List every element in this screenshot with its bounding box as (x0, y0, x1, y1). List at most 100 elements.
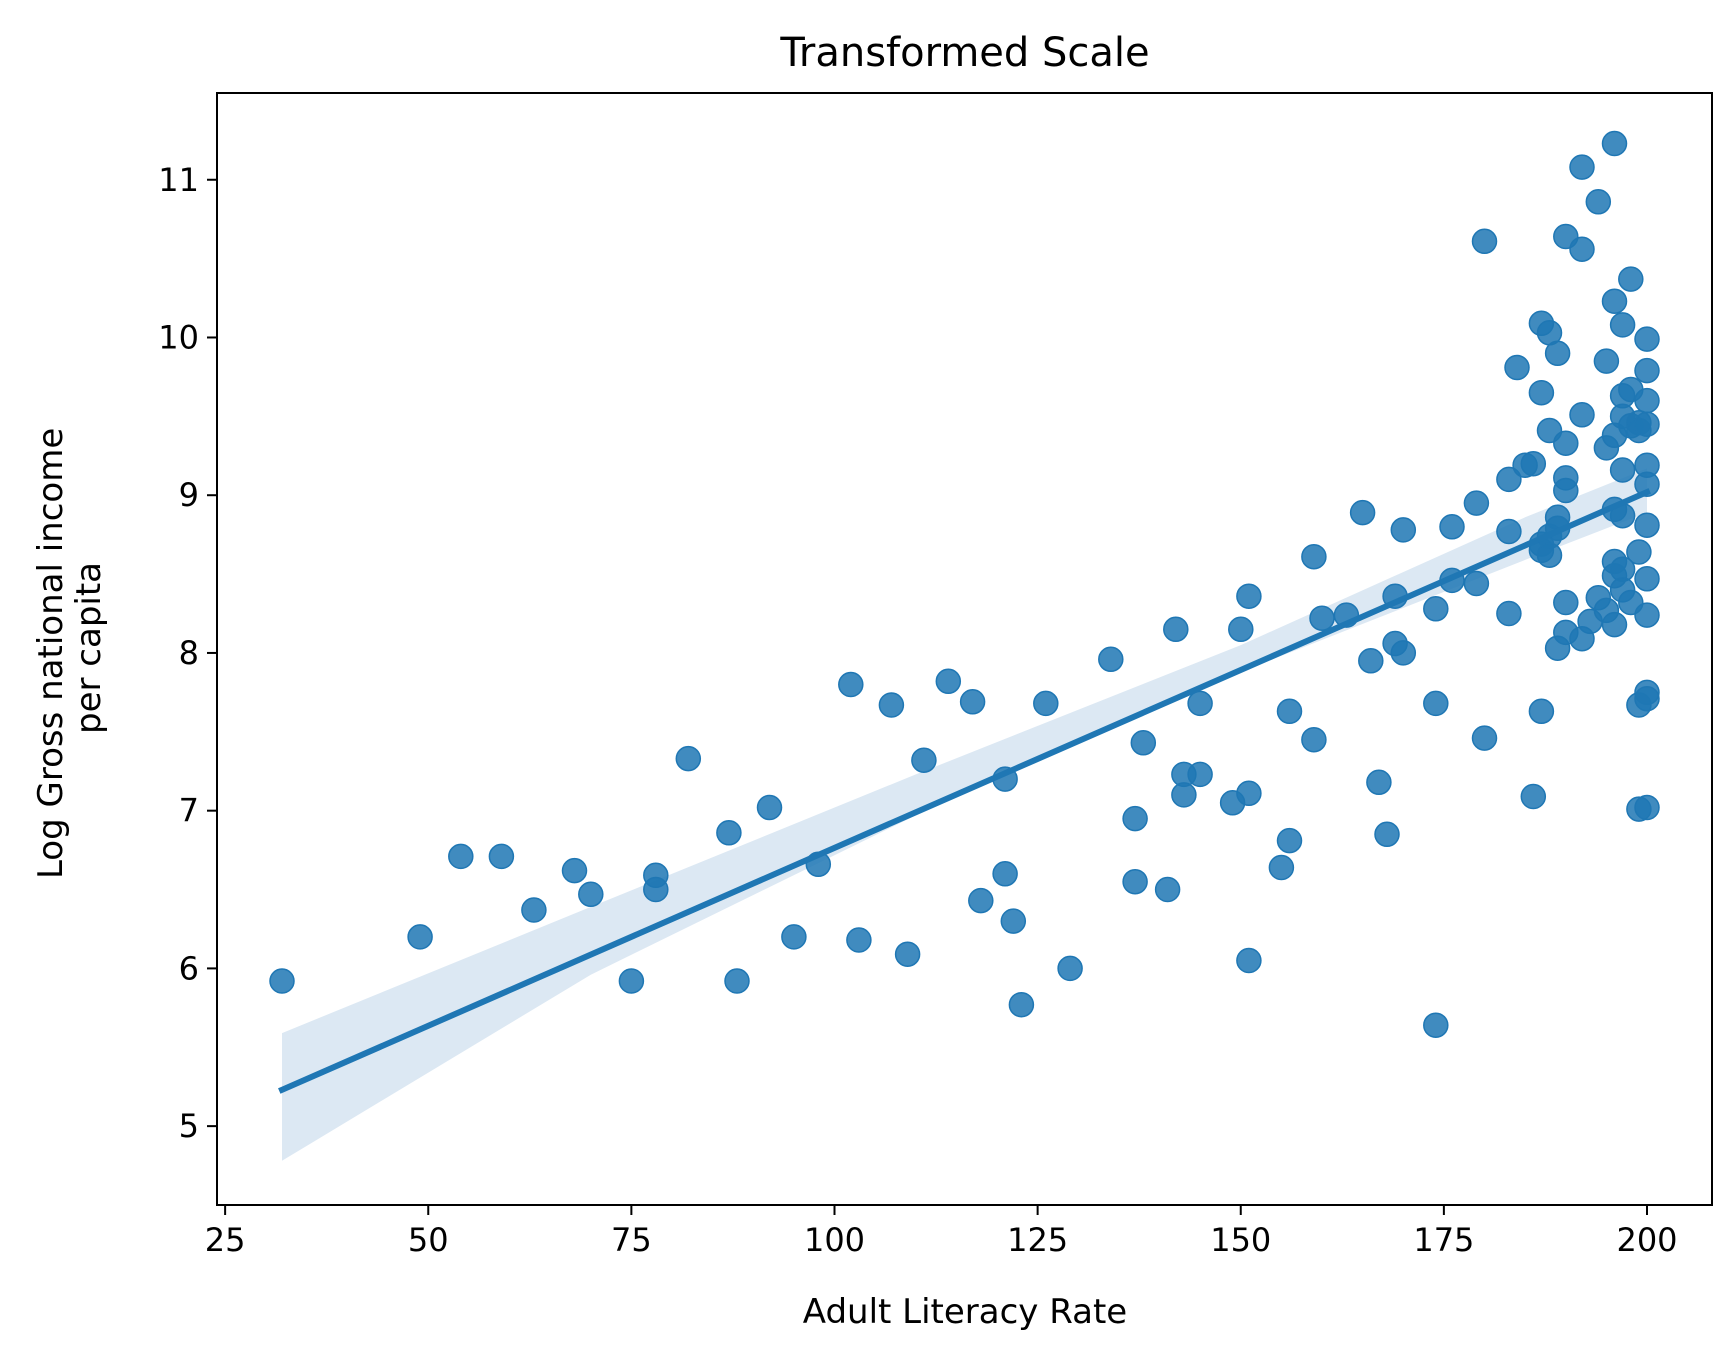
data-point (1634, 387, 1660, 414)
data-point (1634, 411, 1660, 437)
data-point (935, 668, 962, 695)
data-point (1569, 236, 1595, 262)
x-tick-label: 25 (205, 1221, 246, 1259)
data-point (1553, 430, 1579, 456)
data-point (1268, 854, 1295, 881)
x-tick-label: 75 (611, 1221, 652, 1259)
axes-frame (216, 92, 1713, 1206)
data-point (1301, 726, 1327, 753)
data-point (1187, 690, 1213, 717)
data-point (1057, 955, 1083, 982)
x-axis-label: Adult Literacy Rate (803, 1292, 1127, 1332)
data-point (1309, 605, 1335, 631)
data-point (1423, 690, 1449, 717)
data-point (1601, 288, 1628, 314)
data-point (1171, 782, 1197, 808)
data-point (1609, 457, 1636, 483)
data-point (1033, 690, 1059, 717)
data-point (1423, 596, 1449, 622)
data-point (269, 968, 295, 994)
data-point (1544, 340, 1571, 367)
data-point (1520, 450, 1547, 477)
data-point (1463, 570, 1490, 597)
data-point (561, 857, 588, 884)
data-point (1553, 477, 1579, 504)
data-point (1618, 266, 1644, 292)
data-point (1634, 326, 1660, 352)
data-point (407, 924, 433, 950)
x-tick-label: 200 (1616, 1221, 1677, 1259)
data-point (488, 843, 515, 870)
data-point (1374, 821, 1400, 848)
data-point (1463, 490, 1490, 516)
x-tick-label: 175 (1413, 1221, 1474, 1259)
data-point (1553, 589, 1579, 616)
data-point (1154, 876, 1181, 903)
x-axis: 25 50 75 100 125 150 175 200 (205, 1205, 1678, 1259)
x-tick-label: 100 (804, 1221, 865, 1259)
data-point (1122, 805, 1148, 832)
x-tick-label: 50 (408, 1221, 449, 1259)
data-point (1634, 794, 1660, 821)
data-point (675, 745, 702, 772)
data-point (1163, 616, 1189, 643)
plot-area (269, 130, 1660, 1161)
data-point (1439, 514, 1465, 540)
y-tick-label: 8 (179, 634, 199, 672)
data-point (756, 794, 783, 821)
data-point (878, 692, 905, 718)
data-point (1593, 348, 1620, 374)
data-point (992, 861, 1018, 887)
data-point (578, 881, 604, 908)
data-point (1504, 354, 1530, 381)
data-point (1423, 1012, 1449, 1038)
data-point (838, 671, 864, 698)
data-point (1585, 189, 1612, 215)
data-point (1236, 947, 1262, 974)
data-point (1349, 499, 1376, 526)
data-point (1569, 402, 1595, 428)
data-point (894, 941, 921, 967)
x-tick-label: 150 (1210, 1221, 1271, 1259)
data-point (1471, 725, 1498, 751)
data-point (1609, 312, 1636, 338)
data-point (1528, 379, 1555, 406)
data-point (1236, 583, 1262, 609)
y-axis-label-line-2: per capita (69, 562, 109, 734)
data-point (1236, 780, 1262, 807)
data-point (1008, 991, 1035, 1018)
y-tick-label: 11 (158, 161, 199, 199)
data-point (521, 897, 547, 923)
data-point (1471, 228, 1498, 255)
data-point (1634, 357, 1660, 384)
data-point (1601, 611, 1628, 638)
data-point (1496, 466, 1522, 493)
data-point (1520, 783, 1547, 810)
data-point (959, 689, 986, 715)
data-point (1634, 512, 1660, 538)
data-point (1496, 600, 1522, 627)
data-point (1187, 761, 1213, 788)
data-point (1228, 616, 1254, 643)
data-point (1130, 730, 1157, 756)
data-point (1098, 646, 1124, 673)
data-point (1358, 648, 1384, 674)
y-tick-label: 7 (179, 792, 199, 830)
data-point (1634, 685, 1660, 712)
data-point (1276, 698, 1303, 725)
regression-line (278, 488, 1651, 1094)
y-axis-label-line-1: Log Gross national income (31, 428, 71, 879)
data-point (1634, 566, 1660, 592)
y-tick-label: 6 (179, 949, 199, 987)
data-point (781, 924, 807, 950)
data-point (1122, 868, 1148, 895)
data-point (643, 876, 669, 903)
data-point (1390, 640, 1417, 666)
data-point (618, 968, 645, 994)
data-point (1634, 471, 1660, 497)
data-point (448, 843, 474, 870)
data-point (1000, 908, 1027, 934)
y-tick-label: 5 (179, 1107, 199, 1145)
chart-title: Transformed Scale (779, 30, 1149, 76)
